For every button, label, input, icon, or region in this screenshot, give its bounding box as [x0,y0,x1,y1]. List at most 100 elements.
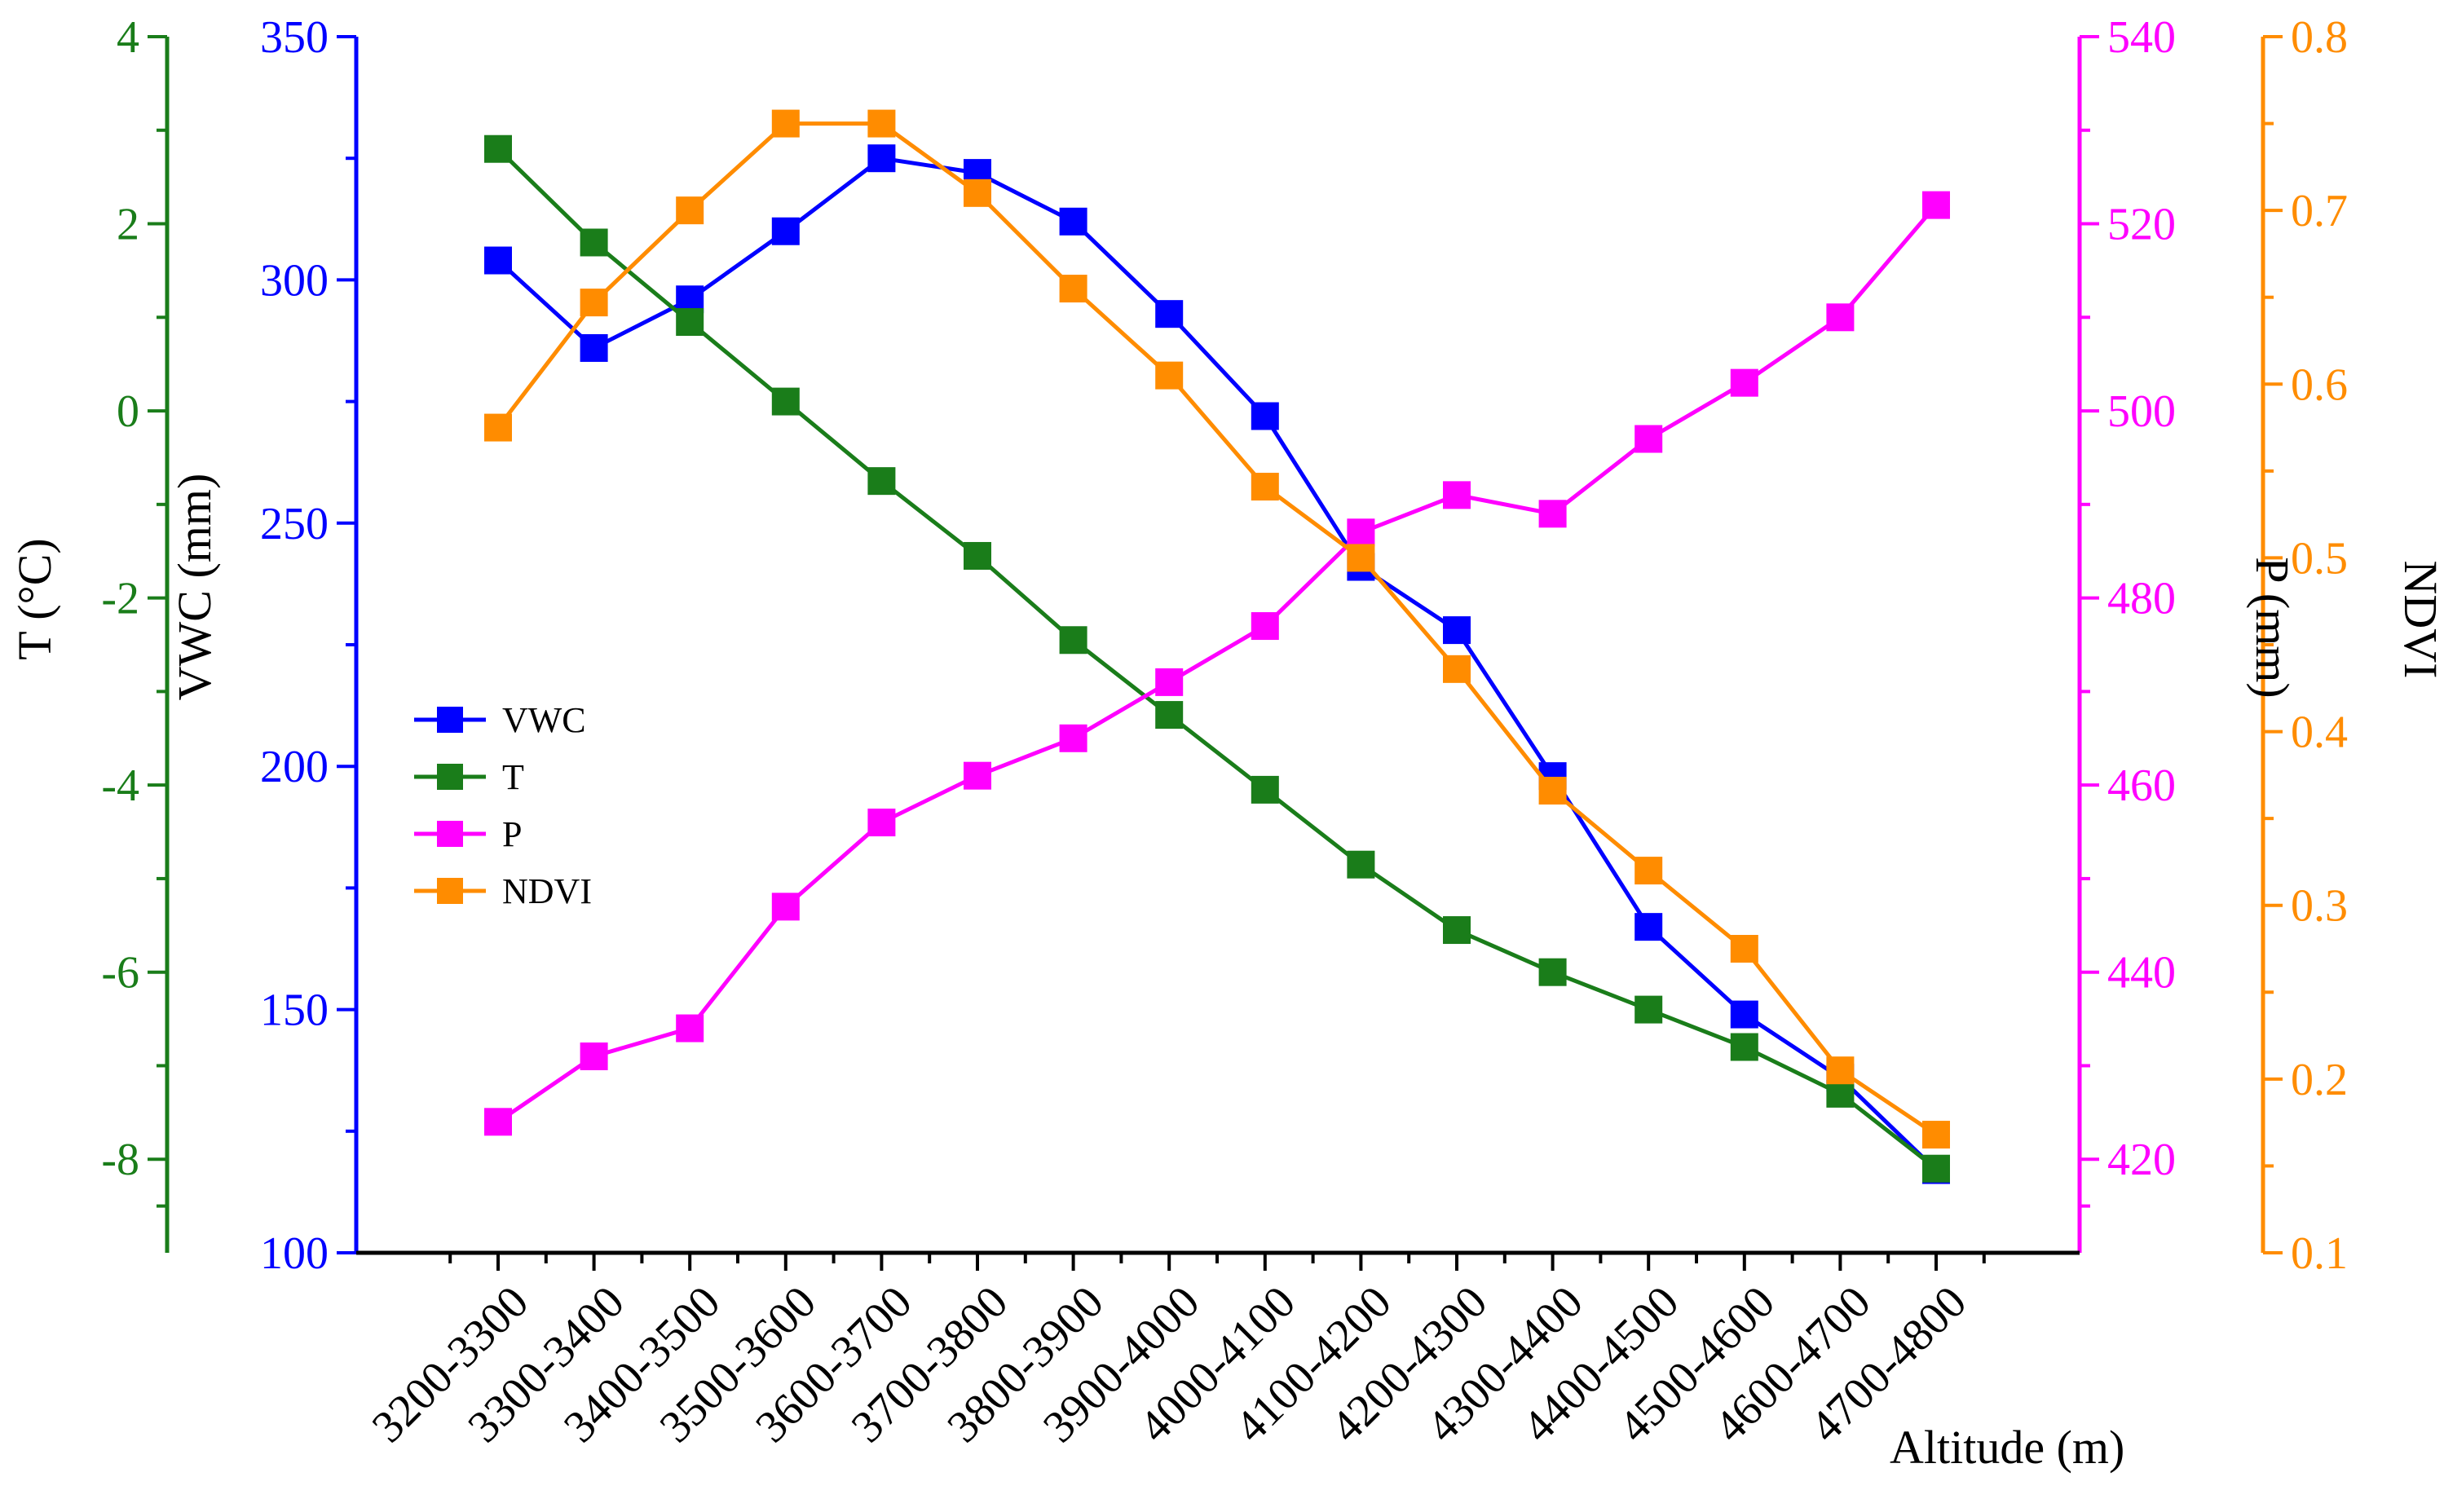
ndvi-point [964,179,991,207]
ndvi-point [1251,473,1279,501]
p-series [484,191,1950,1136]
ndvi-axis-title: NDVI [2394,561,2444,679]
legend: VWC TP NDVI [414,700,592,911]
ndvi-point [1347,544,1375,572]
ndvi-point [1538,777,1567,805]
t-point [580,228,608,257]
ndvi-point [580,289,608,317]
t-tick-label: -6 [101,948,139,998]
ndvi-point [1059,275,1087,303]
legend-item-p: P [414,814,522,854]
p-tick-label: 420 [2107,1135,2176,1185]
ndvi-point [1922,1121,1950,1149]
p-point [1538,500,1567,528]
vwc-point [1059,207,1087,236]
p-point [771,893,800,921]
vwc-axis: 350 300 250 200 150 100 [260,12,359,1279]
p-point [1826,303,1855,332]
t-point [1155,701,1184,730]
p-tick-label: 540 [2107,12,2176,63]
vwc-point [484,246,512,275]
vwc-point [1730,1000,1758,1029]
ndvi-point [1730,935,1758,963]
t-point [1826,1079,1855,1108]
p-tick-label: 500 [2107,386,2176,437]
vwc-axis-title: VWC (mm) [168,474,221,701]
p-point [1922,191,1950,219]
ndvi-point [1826,1056,1855,1085]
legend-item-vwc: VWC [414,700,586,740]
p-axis-title: P (mm) [2246,557,2299,698]
vwc-tick-label: 200 [260,742,329,792]
t-tick-label: 0 [117,386,139,437]
p-point [580,1042,608,1070]
t-point [1634,995,1663,1024]
legend-item-t: T [414,757,524,797]
p-tick-label: 480 [2107,574,2176,624]
t-axis: 4 2 0 -2 -4 -6 -8 [101,12,170,1253]
t-point [1059,626,1087,655]
p-point [1155,668,1184,696]
p-point [1251,612,1279,641]
ndvi-series [484,109,1950,1149]
vwc-tick-label: 250 [260,499,329,549]
t-point [676,308,704,337]
ndvi-point [1155,361,1184,390]
p-point [676,1014,704,1043]
p-line [496,203,1938,1124]
p-point [867,809,896,837]
legend-label: NDVI [502,871,592,911]
ndvi-point [1634,857,1663,885]
ndvi-tick-label: 0.3 [2291,881,2348,932]
vwc-point [1251,402,1279,430]
legend-swatch-marker [437,821,463,847]
t-tick-label: -8 [101,1135,139,1185]
p-point [484,1108,512,1136]
vwc-tick-label: 150 [260,985,329,1036]
t-point [771,387,800,416]
p-point [1347,518,1375,547]
ndvi-line [496,121,1938,1137]
ndvi-point [771,109,800,138]
ndvi-tick-label: 0.4 [2291,708,2348,758]
t-tick-label: 2 [117,200,139,250]
t-axis-title: T (°C) [8,538,61,659]
t-tick-label: -4 [101,760,139,811]
vwc-tick-label: 100 [260,1228,329,1279]
p-point [1730,368,1758,397]
p-axis: 540 520 500 480 460 440 420 [2077,12,2176,1253]
vwc-point [1634,913,1663,941]
legend-item-ndvi: NDVI [414,871,592,911]
vwc-tick-label: 300 [260,255,329,306]
vwc-line [496,156,1938,1172]
ndvi-tick-label: 0.8 [2291,12,2348,63]
ndvi-tick-label: 0.6 [2291,359,2348,410]
series-layer [484,109,1950,1184]
vwc-point [1443,616,1471,645]
legend-swatch-marker [437,764,463,790]
p-point [1443,481,1471,509]
ndvi-axis: 0.8 0.7 0.6 0.5 0.4 0.3 0.2 0.1 [2261,12,2348,1279]
p-tick-label: 460 [2107,760,2176,811]
ndvi-point [1443,655,1471,683]
legend-label: T [502,757,524,797]
t-point [484,134,512,163]
t-point [1538,958,1567,986]
vwc-point [580,333,608,362]
ndvi-point [867,109,896,138]
ndvi-tick-label: 0.2 [2291,1055,2348,1105]
t-series [484,134,1950,1183]
t-point [1443,916,1471,945]
p-tick-label: 520 [2107,200,2176,250]
ndvi-tick-label: 0.7 [2291,186,2348,236]
t-point [1347,850,1375,879]
legend-swatch-marker [437,707,463,733]
legend-label: P [502,814,522,854]
t-tick-label: -2 [101,574,139,624]
ndvi-point [676,196,704,225]
x-axis-title: Altitude (m) [1890,1421,2124,1474]
ndvi-tick-label: 0.1 [2291,1228,2348,1279]
legend-swatch-marker [437,878,463,904]
p-point [1059,724,1087,752]
